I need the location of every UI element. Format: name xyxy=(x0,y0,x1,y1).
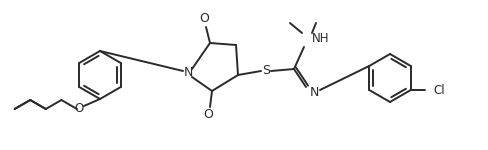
Text: O: O xyxy=(199,12,209,26)
Text: S: S xyxy=(262,64,270,78)
Text: N: N xyxy=(309,85,319,99)
Text: O: O xyxy=(203,108,213,122)
Text: N: N xyxy=(183,66,193,80)
Text: O: O xyxy=(74,102,83,116)
Text: NH: NH xyxy=(312,33,329,45)
Text: Cl: Cl xyxy=(434,84,446,96)
